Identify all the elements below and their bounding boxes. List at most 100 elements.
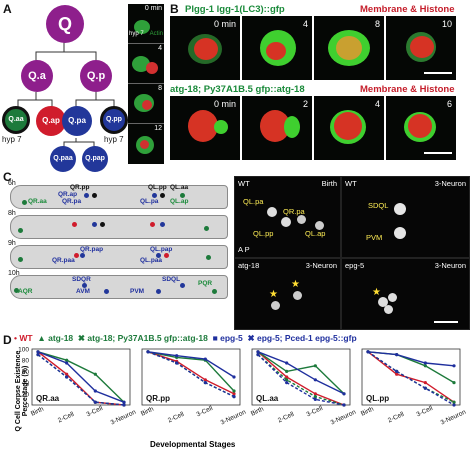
x-tick-label: Birth [250,405,265,417]
c-micro-wt-3neuron: WT 3-Neuron SDQL PVM [341,176,470,258]
lbl-qrpa: QR.pa [62,198,82,205]
film-corpse-4 [140,140,149,149]
worm-6h-time: 6h [8,180,16,187]
c3-cell [293,291,302,300]
data-point [122,403,126,407]
c2-l0: SDQL [368,201,389,210]
star-icon: ★ [372,287,381,298]
b-row2-frame-4: 6 [386,96,456,160]
data-point [232,389,236,393]
node-qa: Q.a [21,60,53,92]
node-qp: Q.p [80,60,112,92]
node-qpap: Q.pap [82,146,108,172]
data-point [342,403,346,407]
x-tick-label: 3-Neuron [330,409,358,427]
y-tick-label: 100 [18,347,29,354]
b2-red-1 [188,110,218,142]
b-row1-frame-1: 0 min [170,16,240,80]
chart-title: QR.aa [36,394,60,403]
b1-scale-bar [424,72,452,74]
legend-marker-wt: • [14,333,17,343]
c2-tr: 3-Neuron [434,179,466,188]
series-line [37,351,125,403]
series-line [367,351,455,403]
c1-cell [315,221,324,230]
cell-dot [84,193,89,198]
cell-dot [18,257,23,262]
c1-cell [267,207,277,217]
cell-dot [180,193,185,198]
lbl-qlaa: QL.aa [170,184,189,191]
lbl-sdqr: SDQR [72,276,91,283]
worm-10h [10,275,228,299]
lbl-qrap: QR.ap [58,191,78,198]
b1-time-4: 10 [441,19,452,29]
cell-dot [80,253,85,258]
b-row1-frame-4: 10 [386,16,456,80]
cell-dot [156,289,161,294]
cell-dot [204,226,209,231]
worm-8h [10,215,228,239]
film-hyp-label: hyp 7 [129,31,144,37]
film-frame-2 [128,44,164,84]
lbl-qlpap: QL.pap [150,246,173,253]
cell-dot [160,222,165,227]
row2-title: atg-18; Py37A1B.5 gfp::atg-18 [170,84,305,95]
legend-epg5-text: epg-5 [220,333,243,343]
node-qap: Q.ap [36,106,66,136]
x-tick-label: 2-Cell [57,411,76,425]
legend-marker-epg5: ■ [212,333,218,343]
data-point [203,378,207,382]
data-point [65,358,69,362]
c1-l1: QR.pa [283,207,305,216]
film-time-2: 8 [158,85,162,92]
c4-tl: epg-5 [345,261,365,270]
data-point [232,375,236,379]
cell-dot [164,253,169,258]
x-tick-label: Birth [140,405,155,417]
b-row2-frame-2: 2 [242,96,312,160]
y-tick-label: 20 [22,391,30,398]
chart-frame [251,348,351,406]
b1-red-4 [410,36,434,58]
c4-scale-bar [434,321,458,323]
chart-frame [361,348,461,406]
y-tick-label: 40 [22,380,30,387]
c3-tr: 3-Neuron [305,261,337,270]
lbl-avm: AVM [76,288,90,295]
data-point [256,353,260,357]
legend-wt: • WT [14,333,33,343]
c4-cell [384,305,393,314]
legend-marker-atg18-rescue: ✖ [77,333,86,343]
data-point [93,400,97,404]
series-line [147,351,235,395]
film-frame-3 [128,84,164,124]
c1-l2: QL.pp [253,229,274,238]
series-line [257,354,345,406]
data-point [146,350,150,354]
b1-red-1 [194,38,218,60]
legend-epg5: ■ epg-5 [213,333,243,343]
c2-cell [394,203,406,215]
data-point [342,392,346,396]
data-point [175,361,179,365]
b1-red-3 [336,36,362,60]
row2-right-title: Membrane & Histone [360,84,455,95]
y-tick-label: 0 [25,403,29,410]
c2-cell [394,227,406,239]
film-time-0: 0 min [144,5,162,12]
cell-dot [92,222,97,227]
cell-dot [152,193,157,198]
d-xlabel: Developmental Stages [150,440,236,449]
b1-time-1: 0 min [213,19,236,29]
c4-cell [378,297,388,307]
legend-epg5-rescue: ✖ epg-5; Pced-1 epg-5::gfp [248,333,357,343]
series-line [257,354,345,406]
c-micro-epg5: epg-5 3-Neuron ★ [341,258,470,330]
worm-10h-time: 10h [8,270,20,277]
data-point [395,353,399,357]
lbl-pvm: PVM [130,288,145,295]
data-point [93,389,97,393]
x-tick-label: 2-Cell [277,411,296,425]
cell-dot [206,255,211,260]
